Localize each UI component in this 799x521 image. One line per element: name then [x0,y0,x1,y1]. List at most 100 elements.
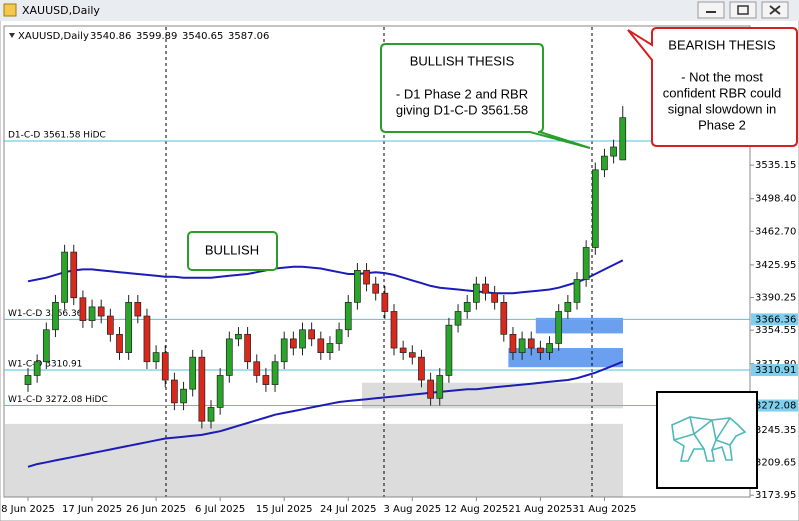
window-buttons [697,1,789,19]
bullish-label-box: BULLISH [187,231,278,271]
candle-body [33,361,41,376]
callout-text: Phase 2 [698,117,746,132]
maximize-glyph [737,5,749,15]
candle-body [546,343,553,353]
candle-body [564,301,572,312]
candle-body [171,379,178,404]
candle-body [335,329,343,344]
callout-text: giving D1-C-D 3561.58 [396,102,528,117]
info-line: XAUUSD,Daily 3540.86 3599.89 3540.65 358… [9,31,269,42]
axis-tag [751,364,798,377]
candle-body [24,375,32,385]
level-label: D1-C-D 3561.58 HiDC [8,130,106,140]
candle-body [207,407,215,422]
candles [24,105,627,429]
window-icon [3,3,17,17]
y-tick-label: 3354.55 [755,325,796,336]
candle-body [152,352,160,363]
title-bar [0,0,799,21]
x-tick-label: 24 Jul 2025 [320,504,377,515]
candle-body [509,333,517,353]
info-arrow [9,33,15,38]
bear-logo [656,391,758,489]
x-tick-label: 3 Aug 2025 [383,504,441,515]
bands [27,259,624,468]
axes: 3535.15 3498.40 3462.70 3425.95 3390.25 3354.… [1,26,798,515]
candle-body [436,375,444,399]
candle-body [537,347,544,353]
info-open: 3540.86 [90,31,131,42]
candle-body [473,283,480,303]
level-label: W1-C-D 3310.91 [8,360,82,370]
candle-body [372,283,380,294]
axis-tag-label: 3366.36 [755,314,796,325]
candle-body [482,283,489,294]
candle-body [70,251,78,299]
info-low: 3540.65 [182,31,223,42]
candle-body [500,301,508,335]
info-high: 3599.89 [136,31,177,42]
y-tick-label: 3462.70 [755,226,796,237]
candle-body [601,155,608,171]
window-title: XAUUSD,Daily [22,4,100,17]
y-tick-label: 3535.15 [755,160,796,171]
candle-body [427,379,434,399]
zone [508,348,623,368]
candle-body [582,247,590,280]
x-tick-label: 8 Jun 2025 [1,504,55,515]
candle-body [290,338,297,349]
candle-body [225,338,233,376]
candle-body [573,279,581,303]
y-tick-label: 3425.95 [755,260,796,271]
axis-tag-label: 3310.91 [755,365,796,376]
candle-body [244,333,251,363]
bearish-thesis-callout: BEARISH THESIS - Not the most confident … [627,27,798,147]
bullish-box [187,231,278,271]
y-tick-label: 3209.65 [755,458,796,469]
candle-body [454,311,462,326]
candle-body [88,306,96,321]
candle-body [42,329,50,363]
candle-body [408,352,416,358]
info-close: 3587.06 [228,31,269,42]
logo-frame [656,391,758,489]
y-tick-label: 3173.95 [755,490,796,501]
x-tick-label: 31 Aug 2025 [572,504,636,515]
x-tick-label: 6 Jul 2025 [195,504,245,515]
candle-body [418,356,425,381]
candle-body [216,375,224,408]
candle-body [116,333,123,353]
zone [535,317,623,334]
candle-body [363,270,370,285]
bear-icon [671,416,747,462]
callout-text: confident RBR could [663,85,782,100]
minimize-button[interactable] [697,1,725,19]
x-tick-label: 21 Aug 2025 [508,504,572,515]
candle-body [399,347,407,353]
callout-text: signal slowdown in [668,101,776,116]
candle-body [591,169,599,248]
x-tick-label: 26 Jun 2025 [126,504,186,515]
bullish-thesis-callout: BULLISH THESIS - D1 Phase 2 and RBR givi… [380,43,591,149]
candle-body [354,270,361,303]
x-tick-label: 15 Jul 2025 [256,504,313,515]
callout-text: - D1 Phase 2 and RBR [396,86,528,101]
levels: D1-C-D 3561.58 HiDC W1-C-D 3366.36 W1-C-D … [4,130,750,407]
axis-tag-label: 3272.08 [755,401,796,412]
candle-body [143,315,151,363]
candle-body [235,333,242,340]
level-label: W1-C-D 3366.36 [8,309,83,319]
candle-body [445,324,453,376]
maximize-button[interactable] [729,1,757,19]
candle-body [619,117,627,161]
candle-body [161,352,169,381]
axis-tag [751,313,798,326]
candle-body [262,375,270,385]
x-tick-label: 12 Aug 2025 [444,504,508,515]
bullish-callout-shape [380,43,591,149]
band-line [27,360,624,468]
y-tick-label: 3498.40 [755,194,796,205]
candle-body [390,311,398,349]
